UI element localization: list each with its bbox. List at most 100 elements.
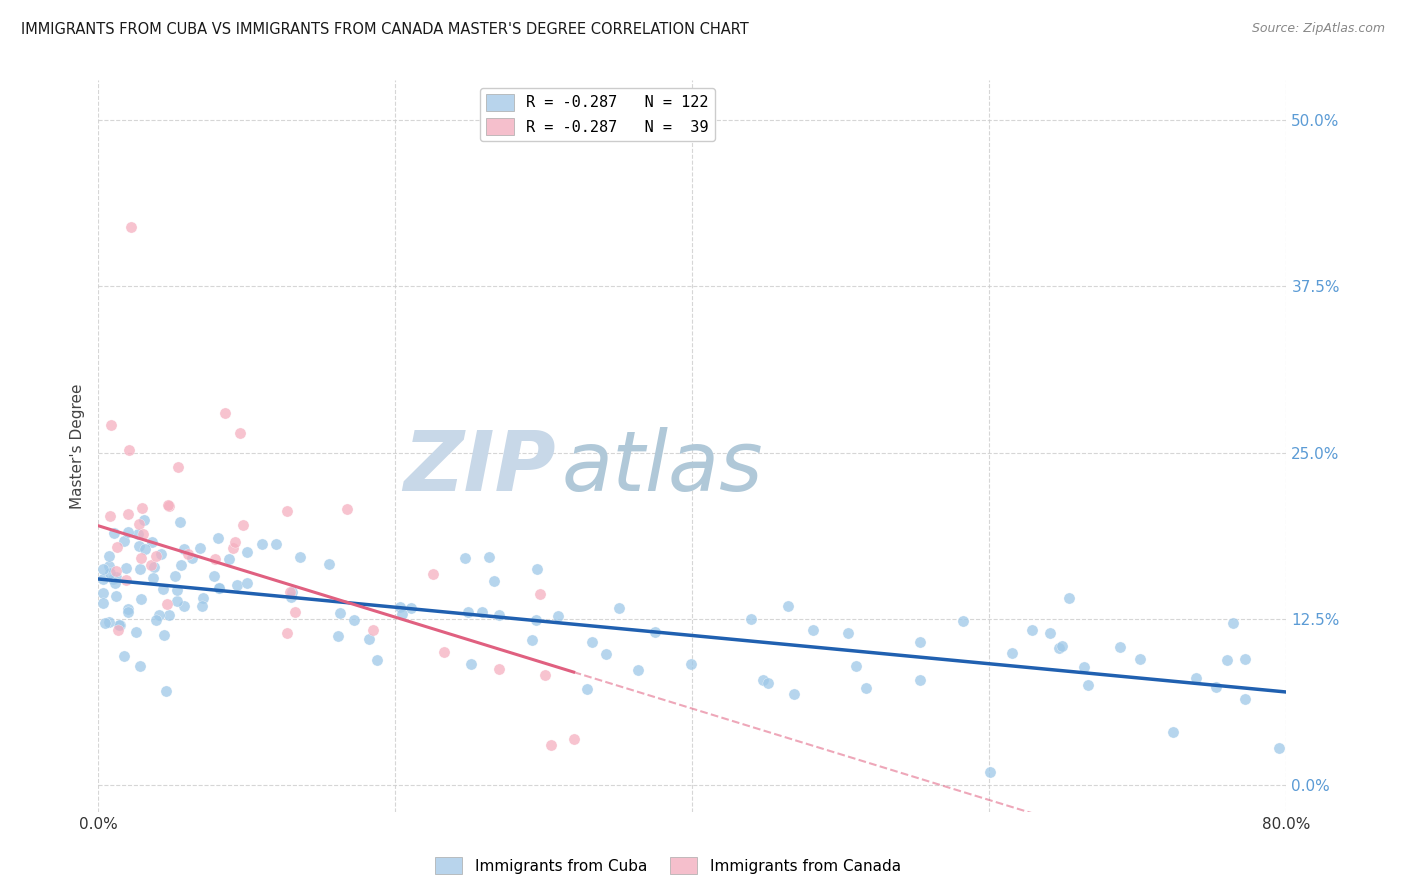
- Point: [127, 526, 149, 541]
- Point: [595, 647, 617, 661]
- Point: [526, 562, 548, 576]
- Point: [329, 606, 352, 620]
- Point: [281, 585, 304, 599]
- Point: [422, 566, 444, 581]
- Point: [278, 584, 301, 599]
- Point: [129, 658, 152, 673]
- Point: [132, 526, 155, 541]
- Point: [776, 599, 799, 614]
- Point: [801, 624, 824, 638]
- Point: [156, 498, 179, 512]
- Point: [540, 738, 562, 752]
- Point: [112, 534, 135, 549]
- Point: [139, 558, 162, 573]
- Point: [188, 541, 211, 556]
- Point: [908, 673, 931, 687]
- Point: [1233, 652, 1256, 666]
- Point: [150, 547, 173, 561]
- Point: [100, 566, 122, 581]
- Point: [207, 531, 229, 545]
- Point: [399, 601, 422, 615]
- Point: [191, 599, 214, 613]
- Point: [226, 578, 249, 592]
- Point: [236, 576, 259, 591]
- Point: [176, 547, 198, 561]
- Point: [1001, 646, 1024, 660]
- Point: [157, 500, 180, 514]
- Point: [91, 596, 114, 610]
- Point: [117, 507, 139, 521]
- Point: [1185, 671, 1208, 685]
- Point: [1222, 615, 1244, 630]
- Point: [97, 615, 120, 630]
- Point: [837, 626, 859, 640]
- Point: [457, 605, 479, 619]
- Point: [142, 571, 165, 585]
- Point: [681, 657, 703, 671]
- Point: [125, 624, 148, 639]
- Point: [236, 545, 259, 559]
- Point: [1205, 680, 1227, 694]
- Point: [129, 592, 152, 607]
- Point: [488, 607, 510, 622]
- Point: [433, 645, 456, 659]
- Point: [166, 583, 188, 598]
- Point: [107, 541, 129, 555]
- Point: [343, 613, 366, 627]
- Point: [114, 560, 136, 574]
- Point: [1128, 652, 1150, 666]
- Point: [112, 649, 135, 664]
- Point: [1234, 691, 1257, 706]
- Point: [252, 536, 274, 550]
- Point: [208, 581, 231, 595]
- Point: [524, 613, 547, 627]
- Point: [533, 668, 555, 682]
- Point: [357, 632, 380, 647]
- Point: [1109, 640, 1132, 654]
- Point: [159, 608, 181, 623]
- Point: [845, 659, 868, 673]
- Point: [98, 558, 121, 573]
- Point: [91, 586, 114, 600]
- Point: [1268, 741, 1291, 756]
- Point: [170, 558, 193, 572]
- Point: [101, 572, 124, 586]
- Point: [120, 219, 142, 234]
- Point: [644, 624, 666, 639]
- Point: [128, 516, 150, 531]
- Point: [218, 551, 240, 566]
- Point: [1216, 653, 1239, 667]
- Point: [129, 550, 152, 565]
- Point: [115, 573, 138, 587]
- Point: [979, 764, 1001, 779]
- Point: [128, 539, 150, 553]
- Point: [145, 549, 167, 563]
- Point: [326, 629, 349, 643]
- Point: [751, 673, 773, 687]
- Point: [1047, 640, 1070, 655]
- Point: [522, 632, 544, 647]
- Point: [276, 626, 298, 640]
- Point: [117, 605, 139, 619]
- Point: [284, 605, 307, 619]
- Point: [562, 731, 585, 746]
- Point: [361, 624, 384, 638]
- Point: [163, 568, 186, 582]
- Point: [389, 599, 412, 614]
- Point: [142, 559, 165, 574]
- Point: [153, 627, 176, 641]
- Point: [855, 681, 877, 695]
- Point: [208, 581, 231, 595]
- Point: [460, 657, 482, 671]
- Point: [1021, 623, 1043, 637]
- Point: [228, 425, 250, 440]
- Legend: Immigrants from Cuba, Immigrants from Canada: Immigrants from Cuba, Immigrants from Ca…: [429, 851, 907, 880]
- Point: [173, 542, 195, 557]
- Y-axis label: Master's Degree: Master's Degree: [70, 384, 86, 508]
- Point: [134, 541, 156, 556]
- Point: [264, 537, 287, 551]
- Point: [117, 524, 139, 539]
- Point: [547, 608, 569, 623]
- Point: [232, 518, 254, 533]
- Text: IMMIGRANTS FROM CUBA VS IMMIGRANTS FROM CANADA MASTER'S DEGREE CORRELATION CHART: IMMIGRANTS FROM CUBA VS IMMIGRANTS FROM …: [21, 22, 749, 37]
